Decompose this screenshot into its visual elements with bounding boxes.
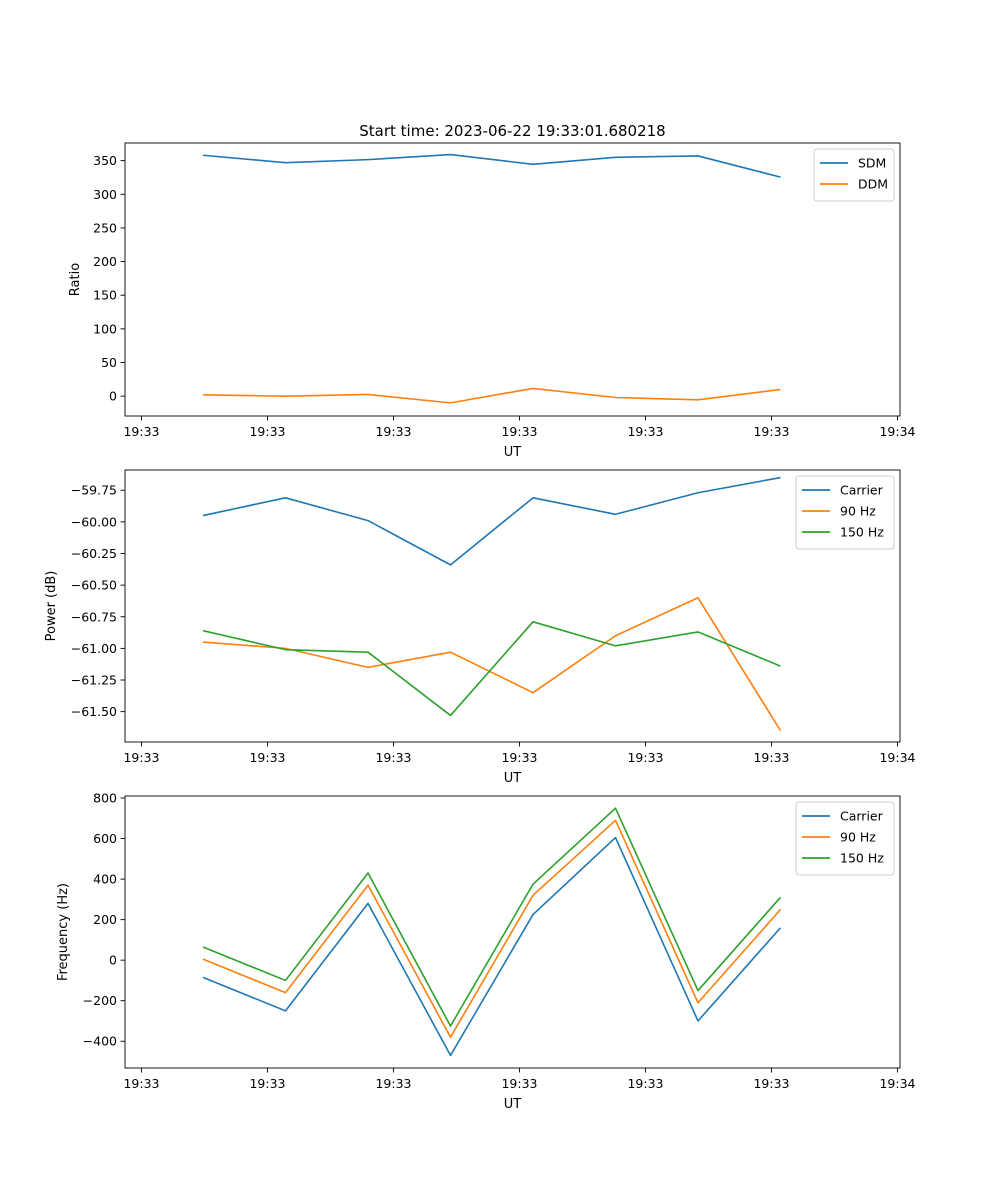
- ratio-y-tick-label: 300: [93, 187, 117, 202]
- frequency-y-tick-label: −400: [83, 1034, 117, 1049]
- frequency-x-tick-label: 19:33: [501, 1076, 537, 1091]
- frequency-y-tick-label: 400: [93, 872, 117, 887]
- power-y-tick-label: −60.00: [71, 514, 117, 529]
- ratio-y-tick-label: 0: [109, 389, 117, 404]
- power-x-tick-label: 19:33: [123, 750, 159, 765]
- ratio-y-axis-label: Ratio: [68, 263, 83, 296]
- power-series-carrier-line: [202, 476, 781, 566]
- frequency-y-tick-label: 200: [93, 912, 117, 927]
- frequency-axes-frame: [124, 795, 901, 1069]
- power-y-tick-label: −61.00: [71, 641, 117, 656]
- frequency-legend: [795, 801, 895, 876]
- frequency-y-tick-label: 800: [93, 791, 117, 806]
- ratio-x-tick-label: 19:33: [375, 424, 411, 439]
- frequency-y-tick-label: 600: [93, 831, 117, 846]
- power-legend-label-150-hz: 150 Hz: [840, 525, 884, 540]
- frequency-panel: 19:33 19:33 19:33 19:33 19:33 19:33 19:34 −400 −…: [56, 791, 916, 1112]
- power-y-tick-label: −60.25: [71, 546, 117, 561]
- power-axes-frame: [124, 469, 901, 743]
- ratio-x-tick-label: 19:33: [123, 424, 159, 439]
- ratio-x-axis-label: UT: [504, 445, 522, 460]
- power-x-tick-label: 19:33: [627, 750, 663, 765]
- frequency-legend-label-carrier: Carrier: [840, 809, 884, 824]
- ratio-x-tick-label: 19:33: [249, 424, 285, 439]
- ratio-y-tick-label: 350: [93, 153, 117, 168]
- power-panel: 19:33 19:33 19:33 19:33 19:33 19:33 19:34 −61.5…: [44, 469, 916, 786]
- power-y-tick-label: −60.50: [71, 578, 117, 593]
- ratio-y-tick-label: 100: [93, 321, 117, 336]
- power-legend: [795, 475, 895, 550]
- power-x-tick-label: 19:33: [753, 750, 789, 765]
- frequency-x-tick-label: 19:33: [627, 1076, 663, 1091]
- power-x-axis-label: UT: [504, 771, 522, 786]
- frequency-legend-label-150-hz: 150 Hz: [840, 851, 884, 866]
- frequency-x-tick-label: 19:33: [753, 1076, 789, 1091]
- power-series-90-hz-line: [202, 596, 782, 732]
- power-series-150-hz-line: [202, 621, 781, 717]
- figure-title: Start time: 2023-06-22 19:33:01.680218: [359, 122, 665, 140]
- frequency-series-150-hz-line: [202, 807, 782, 1027]
- ratio-legend-label-ddm: DDM: [858, 177, 888, 192]
- ratio-legend: [813, 148, 895, 202]
- ratio-y-tick-label: 50: [101, 355, 117, 370]
- ratio-y-tick-label: 150: [93, 288, 117, 303]
- ratio-legend-label-sdm: SDM: [858, 156, 886, 171]
- frequency-x-tick-label: 19:33: [375, 1076, 411, 1091]
- frequency-y-tick-label: 0: [109, 953, 117, 968]
- ratio-x-tick-label: 19:33: [627, 424, 663, 439]
- frequency-y-axis-label: Frequency (Hz): [56, 883, 71, 981]
- ratio-x-tick-label: 19:34: [879, 424, 915, 439]
- power-y-axis-label: Power (dB): [44, 571, 59, 642]
- power-x-tick-label: 19:33: [249, 750, 285, 765]
- power-y-tick-label: −59.75: [71, 483, 117, 498]
- ratio-y-tick-label: 250: [93, 220, 117, 235]
- frequency-x-tick-label: 19:34: [879, 1076, 915, 1091]
- power-y-tick-label: −61.50: [71, 704, 117, 719]
- frequency-y-tick-label: −200: [83, 993, 117, 1008]
- frequency-x-tick-label: 19:33: [249, 1076, 285, 1091]
- power-legend-label-90-hz: 90 Hz: [840, 504, 876, 519]
- power-y-tick-label: −61.25: [71, 673, 117, 688]
- power-legend-label-carrier: Carrier: [840, 483, 884, 498]
- ratio-series-sdm-line: [202, 153, 781, 178]
- power-x-tick-label: 19:33: [501, 750, 537, 765]
- ratio-y-tick-label: 200: [93, 254, 117, 269]
- frequency-series-90-hz-line: [202, 819, 782, 1038]
- frequency-x-axis-label: UT: [504, 1097, 522, 1112]
- power-x-tick-label: 19:33: [375, 750, 411, 765]
- frequency-series-carrier-line: [202, 836, 782, 1057]
- frequency-legend-label-90-hz: 90 Hz: [840, 830, 876, 845]
- frequency-x-tick-label: 19:33: [123, 1076, 159, 1091]
- ratio-series-ddm-line: [202, 387, 781, 404]
- ratio-x-tick-label: 19:33: [753, 424, 789, 439]
- power-x-tick-label: 19:34: [879, 750, 915, 765]
- ratio-x-tick-label: 19:33: [501, 424, 537, 439]
- power-y-tick-label: −60.75: [71, 609, 117, 624]
- ratio-axes-frame: [124, 142, 901, 417]
- ratio-panel: 19:33 19:33 19:33 19:33 19:33 19:33 19:34 0 50 10…: [68, 142, 916, 460]
